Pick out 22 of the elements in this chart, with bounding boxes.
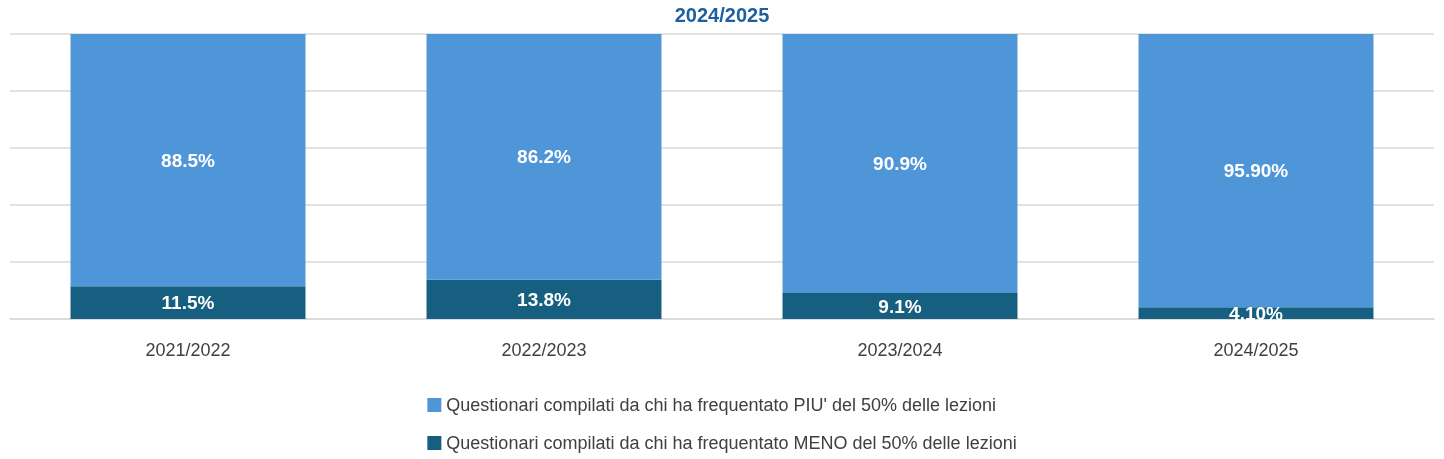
data-label: 13.8% <box>517 288 572 310</box>
data-label: 95.90% <box>1223 160 1289 182</box>
bar <box>426 279 662 319</box>
data-label: 86.2% <box>517 146 572 168</box>
x-tick-label: 2021/2022 <box>145 340 231 360</box>
legend-label: Questionari compilati da chi ha frequentato MENO del 50% delle lezioni <box>446 433 1017 453</box>
data-label: 4.10% <box>1229 302 1284 324</box>
bar <box>426 34 662 280</box>
bar <box>70 286 306 319</box>
x-tick-label: 2023/2024 <box>857 340 943 360</box>
bar <box>1138 34 1374 308</box>
bar <box>782 34 1018 294</box>
bar <box>70 34 306 287</box>
data-label: 88.5% <box>161 149 216 171</box>
data-label: 11.5% <box>161 292 215 314</box>
x-tick-label: 2024/2025 <box>1213 340 1299 360</box>
legend-label: Questionari compilati da chi ha frequentato PIU' del 50% delle lezioni <box>446 395 997 415</box>
data-label: 9.1% <box>878 295 922 317</box>
bar <box>782 293 1018 319</box>
x-tick-label: 2022/2023 <box>501 340 587 360</box>
data-label: 90.9% <box>873 153 928 175</box>
chart-title: 2024/2025 <box>674 4 770 26</box>
